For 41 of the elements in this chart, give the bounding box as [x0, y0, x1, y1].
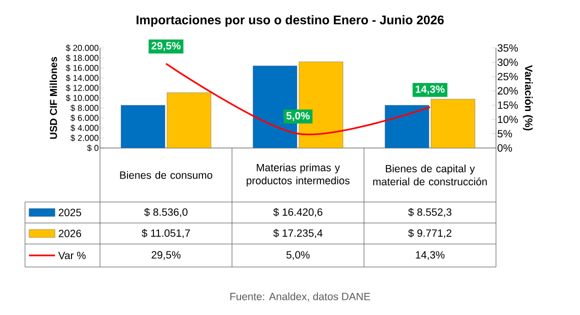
data-label: $ 8.552,3: [408, 208, 452, 218]
legend-label: Var %: [58, 252, 86, 260]
y2-tick-label: 10%: [498, 116, 518, 124]
legend-label: 2025: [58, 208, 82, 216]
y2-tick-label: 25%: [498, 72, 518, 80]
y-tick-label: $ 16.000: [66, 64, 98, 72]
y-tick-label: $ 8.000: [70, 104, 98, 112]
y2-tick-label: 20%: [498, 87, 518, 95]
data-label: $ 9.771,2: [408, 228, 452, 238]
y2-tick-label: 15%: [498, 101, 518, 109]
text: 5,0%: [286, 112, 310, 122]
text: 29,5%: [151, 42, 181, 52]
y2-tick-label: 30%: [498, 58, 518, 66]
y-axis-title: USD CIF Millones: [50, 57, 58, 139]
data-label: $ 17.235,4: [273, 228, 322, 238]
chart-title: Importaciones por uso o destino Enero - Junio 2026: [136, 15, 444, 27]
y-tick-label: $ 10.000: [66, 94, 98, 102]
y-tick-label: $ 6.000: [70, 114, 98, 122]
source-note: Fuente: Analdex, datos DANE: [230, 292, 370, 302]
data-label: $ 11.051,7: [142, 228, 190, 238]
y2-tick-label: 35%: [498, 44, 518, 52]
y-tick-label: $ 12.000: [66, 84, 98, 92]
x-tick-label: Bienes de consumo: [120, 171, 212, 179]
x-tick-label: Materias primas y productos intermedios: [246, 164, 350, 186]
y-tick-label: $ 0: [87, 144, 98, 152]
data-label: $ 8.536,0: [144, 208, 188, 218]
data-label: 29,5%: [152, 251, 181, 260]
y-tick-label: $ 2.000: [70, 134, 98, 142]
y2-axis-title: Variación (%): [522, 65, 533, 130]
x-tick-label: Bienes de capital y material de construcción: [373, 164, 487, 186]
y2-tick-label: 5%: [498, 130, 512, 138]
y-tick-label: $ 18.000: [66, 54, 98, 62]
y-tick-label: $ 4.000: [70, 124, 98, 132]
data-label: $ 16.420,6: [273, 208, 322, 218]
y2-tick-label: 0%: [498, 144, 512, 152]
y-tick-label: $ 20.000: [66, 44, 98, 52]
data-label: 5,0%: [286, 251, 310, 260]
data-label: 14,3%: [416, 251, 445, 260]
text: 14,3%: [416, 85, 445, 94]
legend-label: 2026: [58, 230, 82, 238]
y-tick-label: $ 14.000: [66, 74, 98, 82]
